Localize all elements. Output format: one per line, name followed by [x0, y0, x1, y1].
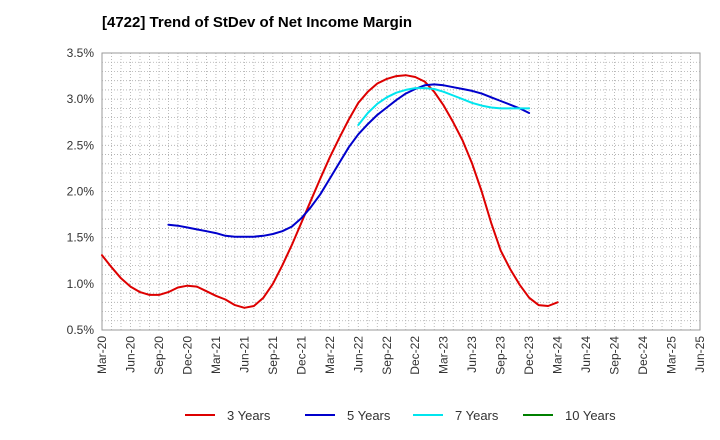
- legend-swatch: [413, 414, 443, 416]
- legend: 3 Years 5 Years 7 Years 10 Years: [0, 404, 720, 426]
- plot-area-border: [101, 52, 701, 331]
- legend-label: 5 Years: [347, 407, 391, 423]
- y-tick-label: 1.5%: [67, 231, 95, 245]
- y-tick-label: 2.5%: [67, 138, 95, 152]
- chart-title: [4722] Trend of StDev of Net Income Marg…: [102, 14, 413, 31]
- x-tick-label: Mar-23: [437, 336, 451, 374]
- x-tick-label: Sep-24: [608, 336, 622, 375]
- x-tick-label: Jun-22: [351, 336, 365, 373]
- legend-swatch: [523, 414, 553, 416]
- series-line-3-years: [101, 74, 559, 309]
- x-tick-label: Jun-25: [693, 336, 707, 373]
- x-tick-label: Jun-21: [237, 336, 251, 373]
- x-tick-label: Mar-20: [95, 336, 109, 374]
- x-tick-label: Sep-22: [380, 336, 394, 375]
- legend-swatch: [305, 414, 335, 416]
- x-tick-label: Dec-21: [294, 336, 308, 375]
- x-tick-label: Sep-23: [494, 336, 508, 375]
- x-tick-label: Sep-21: [266, 336, 280, 375]
- x-tick-label: Mar-24: [551, 336, 565, 374]
- series-line-7-years: [357, 87, 531, 126]
- grid-lines: [102, 53, 700, 330]
- x-tick-label: Jun-24: [579, 336, 593, 373]
- legend-item: 3 Years: [185, 404, 270, 426]
- x-tick-label: Jun-20: [123, 336, 137, 373]
- y-tick-label: 3.5%: [67, 46, 95, 60]
- legend-label: 3 Years: [227, 407, 271, 423]
- y-tick-label: 0.5%: [67, 323, 95, 337]
- x-tick-label: Jun-23: [465, 336, 479, 373]
- legend-item: 5 Years: [305, 404, 390, 426]
- x-tick-label: Dec-22: [408, 336, 422, 375]
- x-tick-label: Dec-23: [522, 336, 536, 375]
- x-tick-label: Dec-24: [636, 336, 650, 375]
- y-tick-label: 1.0%: [67, 277, 95, 291]
- x-tick-label: Mar-21: [209, 336, 223, 374]
- x-axis-tick-labels: Mar-20 Jun-20 Sep-20 Dec-20 Mar-21 Jun-21 Sep-…: [95, 336, 707, 375]
- legend-swatch: [185, 414, 215, 416]
- x-tick-label: Mar-22: [323, 336, 337, 374]
- legend-item: 10 Years: [523, 404, 616, 426]
- x-tick-label: Dec-20: [180, 336, 194, 375]
- x-tick-label: Mar-25: [665, 336, 679, 374]
- y-tick-label: 3.0%: [67, 92, 95, 106]
- series-line-5-years: [167, 83, 531, 238]
- y-axis-tick-labels: 0.5% 1.0% 1.5% 2.0% 2.5% 3.0% 3.5%: [67, 46, 95, 337]
- legend-label: 7 Years: [455, 407, 499, 423]
- series-lines: [101, 74, 559, 309]
- y-tick-label: 2.0%: [67, 185, 95, 199]
- legend-label: 10 Years: [565, 407, 616, 423]
- legend-item: 7 Years: [413, 404, 498, 426]
- x-tick-label: Sep-20: [152, 336, 166, 375]
